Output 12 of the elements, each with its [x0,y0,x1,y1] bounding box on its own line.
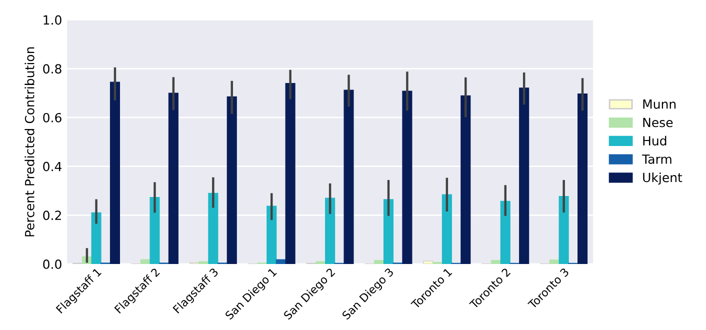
y-tick-label: 0.4 [43,162,62,172]
y-tick-label: 0.6 [43,112,62,122]
y-tick-label: 0.8 [43,64,62,74]
y-tick-label: 0.2 [43,210,61,220]
legend-label: Ukjent [643,172,682,185]
y-axis-title: Percent Predicted Contribution [24,47,34,236]
legend-label: Hud [643,136,666,146]
y-tick-label: 0.0 [43,259,62,269]
legend-label: Munn [643,100,676,109]
legend-label: Nese [643,118,673,128]
legend-label: Tarm [642,154,672,164]
y-tick-label: 1.0 [44,15,62,25]
